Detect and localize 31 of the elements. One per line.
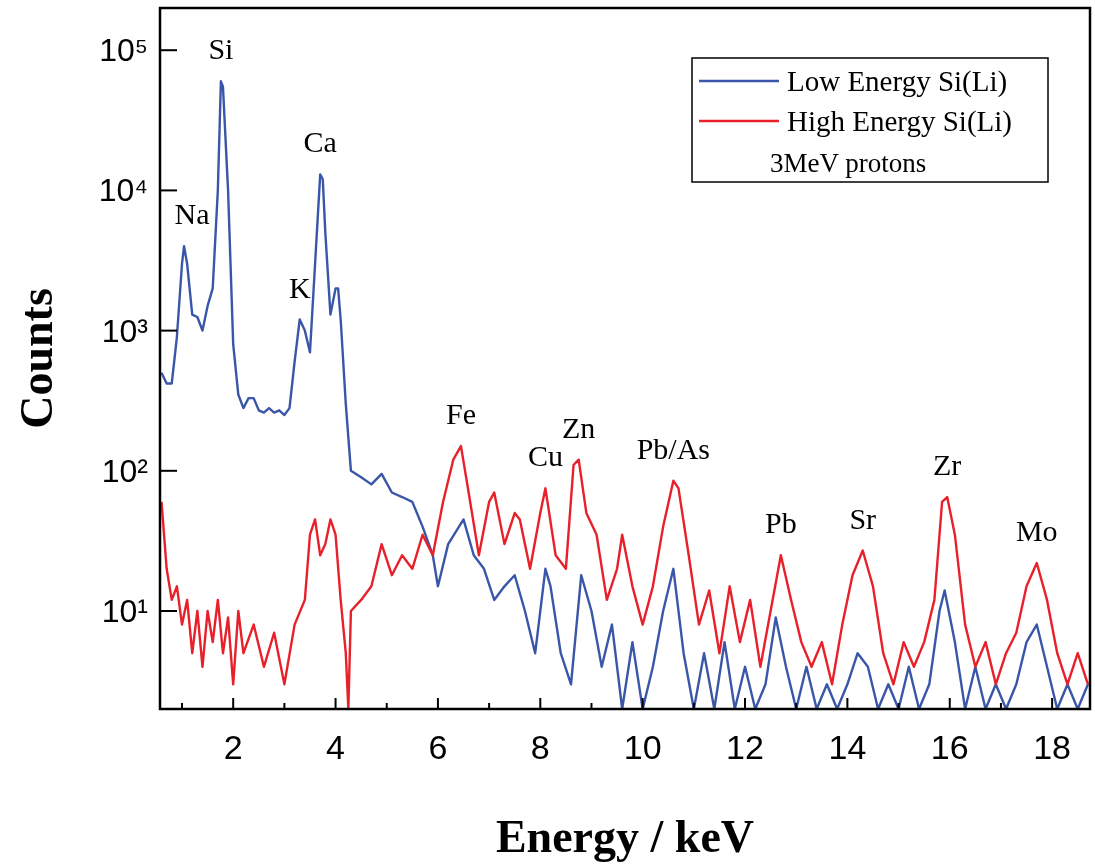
y-tick-label: 10³ [101, 312, 149, 349]
y-tick-label: 10¹ [101, 593, 148, 629]
annotation: Zr [933, 448, 962, 482]
annotation: Si [208, 32, 234, 66]
y-tick-label: 10⁵ [99, 32, 148, 69]
x-tick-label: 16 [930, 728, 969, 766]
x-tick-label: 6 [428, 728, 448, 766]
x-tick-label: 14 [828, 728, 867, 766]
annotation: Ca [303, 125, 337, 159]
x-axis-title: Energy / keV [495, 811, 755, 862]
x-tick-label: 8 [530, 728, 550, 766]
annotation: Fe [445, 397, 476, 431]
annotation: Na [174, 197, 210, 231]
x-tick-label: 10 [623, 728, 662, 766]
annotation: 3MeV protons [770, 148, 927, 178]
x-tick-label: 18 [1033, 728, 1072, 766]
annotation: Pb [765, 506, 797, 540]
legend-label: High Energy Si(Li) [787, 105, 1012, 138]
y-tick-label: 10⁴ [98, 172, 148, 209]
annotation: Sr [849, 501, 877, 535]
x-tick-label: 4 [326, 728, 346, 766]
y-axis-title: Counts [11, 288, 62, 429]
x-tick-label: 2 [223, 728, 243, 766]
annotation: Cu [527, 439, 563, 473]
y-tick-label: 10² [101, 452, 149, 489]
annotation: Zn [562, 410, 596, 444]
legend-label: Low Energy Si(Li) [787, 65, 1008, 98]
x-tick-label: 12 [726, 728, 764, 766]
annotation: Pb/As [636, 431, 711, 465]
annotation: Mo [1015, 514, 1058, 547]
annotation: K [288, 270, 311, 304]
